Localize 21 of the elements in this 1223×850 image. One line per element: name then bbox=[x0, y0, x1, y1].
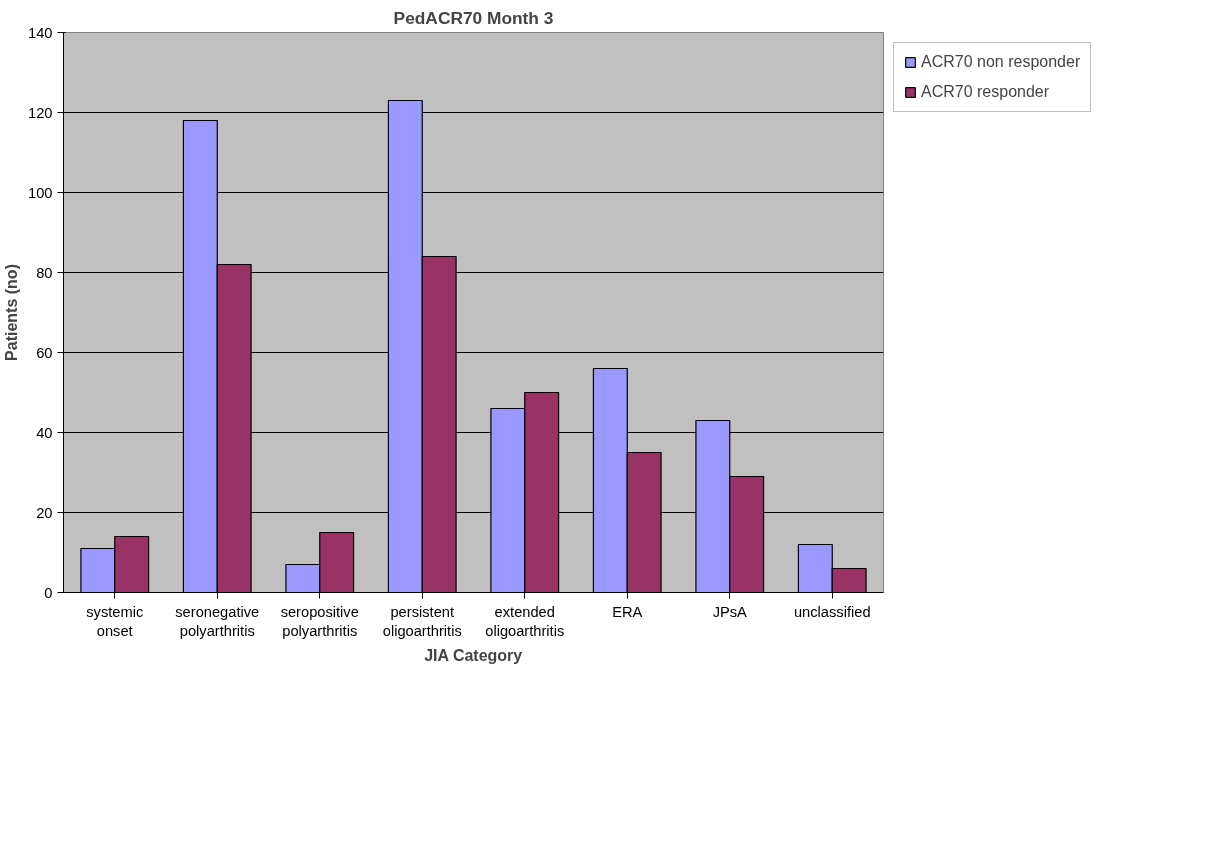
chart-title: PedACR70 Month 3 bbox=[393, 7, 554, 28]
y-tick-label: 100 bbox=[28, 184, 53, 201]
legend-label: ACR70 responder bbox=[921, 83, 1050, 101]
x-tick-label: persistent oligoarthritis bbox=[382, 603, 462, 639]
y-tick-label: 40 bbox=[36, 424, 53, 441]
y-tick-label: 60 bbox=[36, 344, 53, 361]
x-tick-label: unclassified bbox=[793, 603, 871, 620]
x-tick-label: JPsA bbox=[712, 603, 748, 620]
x-tick-label: extended oligoarthritis bbox=[485, 603, 565, 639]
x-tick-label: ERA bbox=[612, 603, 643, 620]
y-tick-label: 140 bbox=[28, 24, 53, 41]
x-tick-label: seropositive polyarthritis bbox=[280, 603, 359, 639]
y-axis-title: Patients (no) bbox=[3, 264, 21, 361]
x-tick-label: seronegative polyarthritis bbox=[175, 603, 260, 639]
legend-label: ACR70 non responder bbox=[921, 53, 1081, 71]
x-tick-label: systemic onset bbox=[86, 603, 144, 639]
y-tick-label: 120 bbox=[28, 104, 53, 121]
y-tick-label: 0 bbox=[44, 584, 53, 601]
x-axis-title: JIA Category bbox=[424, 646, 523, 664]
y-tick-label: 20 bbox=[36, 504, 53, 521]
y-tick-label: 80 bbox=[36, 264, 53, 281]
